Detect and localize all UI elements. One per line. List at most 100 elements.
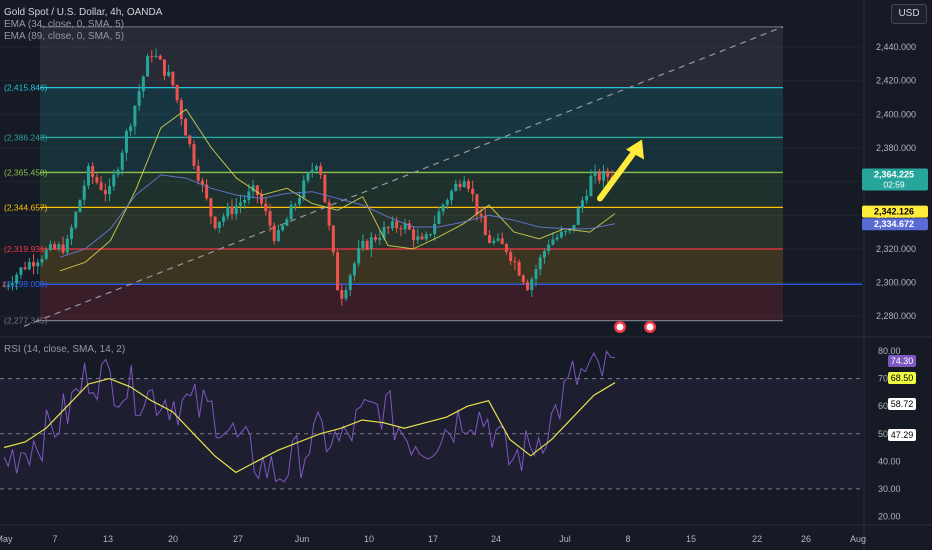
fib-band xyxy=(40,137,783,173)
time-axis-label: Jun xyxy=(295,534,310,544)
ema89-line xyxy=(59,174,616,258)
candle xyxy=(15,274,19,284)
candle xyxy=(65,238,69,253)
candle xyxy=(146,56,150,77)
candle xyxy=(260,195,264,204)
candle xyxy=(521,275,525,283)
candle xyxy=(340,290,344,299)
candle xyxy=(137,91,141,106)
currency-button[interactable]: USD xyxy=(891,4,927,24)
candle xyxy=(179,100,183,119)
candle xyxy=(116,169,120,175)
candle xyxy=(559,231,563,238)
candle xyxy=(230,206,234,215)
ema89-legend[interactable]: EMA (89, close, 0, SMA, 5) xyxy=(4,31,125,42)
candle xyxy=(61,244,65,253)
candle xyxy=(331,225,335,253)
candle xyxy=(175,84,179,101)
price-tag-label: 2,364.225 xyxy=(874,169,914,179)
candle xyxy=(344,289,348,299)
candle xyxy=(209,198,213,217)
candle xyxy=(298,197,302,205)
fib-band xyxy=(40,207,783,250)
candle xyxy=(416,236,420,241)
candle xyxy=(365,240,369,250)
economic-event-icon-inner xyxy=(646,323,654,331)
time-axis-label: May xyxy=(0,534,13,544)
candle xyxy=(78,199,82,213)
candle xyxy=(352,263,356,276)
candle xyxy=(255,185,259,196)
candle xyxy=(268,211,272,226)
candle xyxy=(319,166,323,175)
candle xyxy=(226,206,230,217)
candle xyxy=(407,223,411,230)
rsi-axis-label: 20.00 xyxy=(878,511,901,521)
candle xyxy=(378,237,382,240)
price-axis-label: 2,420.000 xyxy=(876,76,916,86)
rsi-legend[interactable]: RSI (14, close, SMA, 14, 2) xyxy=(4,344,126,355)
price-axis-label: 2,320.000 xyxy=(876,244,916,254)
time-axis-label: 22 xyxy=(752,534,762,544)
candle xyxy=(492,240,496,243)
candle xyxy=(19,267,23,275)
candle xyxy=(390,221,394,229)
candle xyxy=(572,224,576,229)
candle xyxy=(167,71,171,76)
candle xyxy=(27,262,31,270)
candle xyxy=(555,237,559,240)
rsi-background-band xyxy=(0,378,862,489)
fib-level-label: (2,415.846) xyxy=(4,83,48,93)
candle xyxy=(395,221,399,229)
candle xyxy=(6,285,10,287)
candle xyxy=(526,282,530,291)
candle xyxy=(369,237,373,250)
candle xyxy=(217,221,221,229)
candle xyxy=(504,244,508,252)
time-axis-label: 24 xyxy=(491,534,501,544)
candle xyxy=(188,135,192,145)
rsi-value-tag xyxy=(888,355,916,367)
fib-band xyxy=(40,172,783,208)
candle xyxy=(361,240,365,248)
candle xyxy=(483,216,487,236)
fib-band xyxy=(40,249,783,285)
candle xyxy=(103,189,107,195)
candle xyxy=(399,228,403,230)
candle xyxy=(272,225,276,241)
fib-level-label: (2,386.243) xyxy=(4,132,48,142)
candle xyxy=(458,183,462,188)
candle xyxy=(2,285,6,287)
candle xyxy=(593,171,597,176)
fib-band xyxy=(40,87,783,138)
candle xyxy=(57,244,61,249)
candle xyxy=(120,152,124,170)
candle xyxy=(348,275,352,290)
candle xyxy=(23,267,27,270)
candle xyxy=(213,216,217,229)
price-axis-label: 2,400.000 xyxy=(876,109,916,119)
price-tag-label: 2,342.126 xyxy=(874,207,914,217)
candle xyxy=(310,170,314,173)
price-tag xyxy=(862,168,928,191)
candle xyxy=(289,205,293,220)
candle xyxy=(441,204,445,212)
candle xyxy=(44,249,48,259)
candle xyxy=(276,230,280,241)
price-axis-label: 2,440.000 xyxy=(876,42,916,52)
candle xyxy=(36,262,40,267)
candle xyxy=(184,118,188,136)
rsi-axis-label: 30.00 xyxy=(878,484,901,494)
time-axis-label: 8 xyxy=(625,534,630,544)
time-axis-label: 10 xyxy=(364,534,374,544)
candle xyxy=(580,200,584,209)
ema34-legend[interactable]: EMA (34, close, 0, SMA, 5) xyxy=(4,19,125,30)
candle xyxy=(327,202,331,226)
candle xyxy=(433,223,437,235)
candle xyxy=(488,235,492,243)
candle xyxy=(112,174,116,187)
candle xyxy=(479,214,483,217)
candle xyxy=(576,208,580,225)
time-axis-label: 17 xyxy=(428,534,438,544)
